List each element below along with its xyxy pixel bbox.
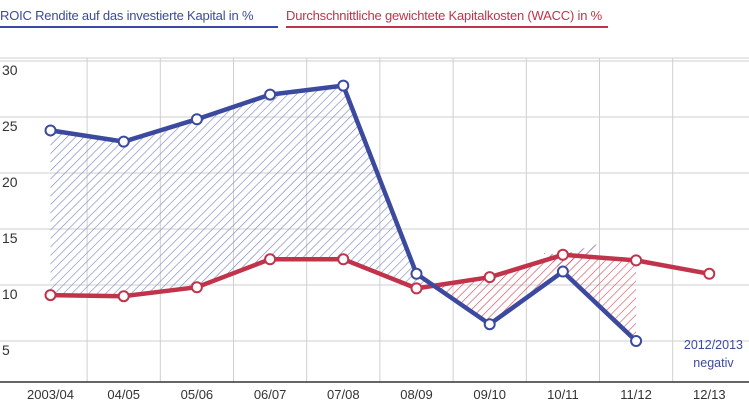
note-line-2: negativ [693,356,734,370]
legend-roic-underline [0,26,278,28]
data-point-roic [117,135,130,148]
data-point-wacc [703,267,716,280]
data-point-wacc [337,253,350,266]
data-point-wacc [117,290,130,303]
x-tick-label: 11/12 [620,387,652,402]
legend-wacc: Durchschnittliche gewichtete Kapitalkost… [286,8,608,28]
x-tick-label: 04/05 [107,387,140,402]
data-point-wacc [483,271,496,284]
data-point-roic [44,124,57,137]
x-tick-label: 05/06 [181,387,214,402]
x-tick-label: 09/10 [473,387,506,402]
x-tick-label: 10/11 [547,387,579,402]
y-tick-label-20: 20 [2,174,18,190]
y-tick-label-5: 5 [2,342,10,358]
data-point-wacc [556,248,569,261]
series-line-wacc [48,252,712,299]
x-tick-label: 08/09 [400,387,433,402]
x-tick-label: 07/08 [327,387,360,402]
negative-note: 2012/2013 negativ [684,336,743,372]
x-tick-label: 12/13 [693,387,726,402]
data-point-wacc [410,282,423,295]
data-point-wacc [190,281,203,294]
data-point-roic [264,88,277,101]
x-tick-label: 2003/04 [27,387,74,402]
data-point-roic [556,265,569,278]
data-point-roic [410,267,423,280]
data-point-roic [337,79,350,92]
note-line-1: 2012/2013 [683,338,743,352]
data-point-wacc [264,253,277,266]
data-point-roic [630,335,643,347]
data-point-roic [190,113,203,126]
y-tick-label-15: 15 [2,230,18,246]
x-tick-label: 06/07 [254,387,287,402]
area-roic-above-wacc [50,85,434,297]
y-tick-label-30: 30 [2,62,18,78]
data-point-wacc [44,289,57,302]
data-point-roic [483,318,496,331]
legend-wacc-underline [286,26,608,28]
legend-roic-label: ROIC Rendite auf das investierte Kapital… [0,8,254,23]
legend-wacc-label: Durchschnittliche gewichtete Kapitalkost… [286,8,603,23]
y-tick-label-25: 25 [2,118,18,134]
data-point-wacc [630,254,643,267]
y-tick-label-10: 10 [2,286,18,302]
legend-roic: ROIC Rendite auf das investierte Kapital… [0,8,278,28]
